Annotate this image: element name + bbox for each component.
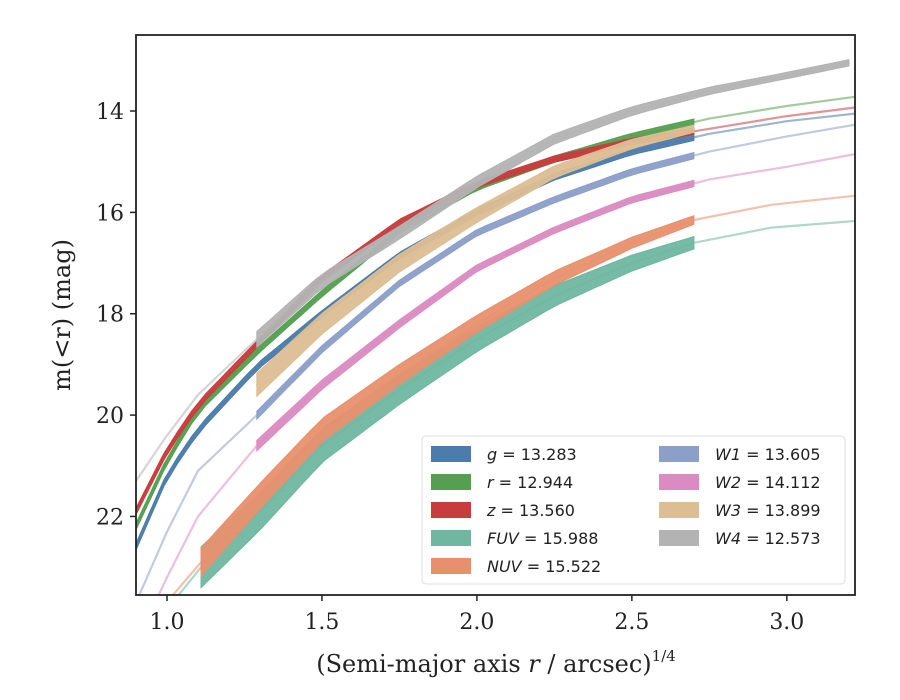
legend-label: W2 = 14.112 [715, 473, 821, 492]
y-tick-label: 18 [96, 303, 124, 328]
legend-swatch [659, 530, 699, 546]
legend-label: g = 13.283 [487, 445, 577, 464]
x-tick-label: 1.0 [149, 610, 184, 635]
legend-swatch [431, 558, 471, 574]
series-layer [136, 59, 855, 595]
series-w2 [157, 153, 855, 595]
legend-item-z: z = 13.560 [431, 501, 575, 520]
x-tick-label: 2.5 [614, 610, 649, 635]
y-tick-label: 14 [96, 100, 124, 125]
legend-label: W1 = 13.605 [715, 445, 821, 464]
legend-label: FUV = 15.988 [487, 529, 598, 548]
legend-label: NUV = 15.522 [487, 557, 601, 576]
legend-item-fuv: FUV = 15.988 [431, 529, 598, 548]
series-nuv [171, 194, 855, 595]
legend-label: r = 12.944 [487, 473, 573, 492]
y-axis-title: m(<r) (mag) [48, 239, 76, 391]
x-tick-label: 3.0 [769, 610, 804, 635]
legend-swatch [659, 502, 699, 518]
legend-item-r: r = 12.944 [431, 473, 573, 492]
y-axis: 14 16 18 20 22 [96, 100, 136, 530]
y-tick-label: 20 [96, 404, 124, 429]
series-nuv-band [200, 214, 695, 578]
x-tick-label: 2.0 [459, 610, 494, 635]
legend-item-w2: W2 = 14.112 [659, 473, 821, 492]
legend-label: W4 = 12.573 [715, 529, 821, 548]
legend: g = 13.283 r = 12.944 z = 13.560 FUV = 15.9… [421, 435, 846, 585]
legend-swatch [659, 446, 699, 462]
series-w4-band [256, 59, 850, 349]
legend-item-w3: W3 = 13.899 [659, 501, 821, 520]
legend-swatch [431, 530, 471, 546]
legend-label: W3 = 13.899 [715, 501, 821, 520]
legend-item-w4: W4 = 12.573 [659, 529, 821, 548]
legend-swatch [431, 446, 471, 462]
series-w2-band [256, 179, 695, 452]
legend-item-w1: W1 = 13.605 [659, 445, 821, 464]
plot-frame [135, 34, 856, 596]
y-tick-label: 22 [96, 505, 124, 530]
legend-label: z = 13.560 [486, 501, 575, 520]
series-w1-band [256, 151, 695, 421]
series-w3-band [256, 124, 695, 398]
legend-swatch [659, 474, 699, 490]
legend-swatch [431, 474, 471, 490]
y-tick-label: 16 [96, 201, 124, 226]
legend-frame [421, 435, 846, 585]
legend-swatch [431, 502, 471, 518]
legend-item-nuv: NUV = 15.522 [431, 557, 601, 576]
series-w1 [138, 123, 855, 595]
x-axis: 1.0 1.5 2.0 2.5 3.0 [149, 595, 804, 635]
x-tick-label: 1.5 [304, 610, 339, 635]
x-axis-title: (Semi-major axis r / arcsec)1/4 [316, 647, 676, 678]
series-w4 [136, 59, 850, 483]
series-w3 [255, 124, 695, 398]
legend-item-g: g = 13.283 [431, 445, 577, 464]
